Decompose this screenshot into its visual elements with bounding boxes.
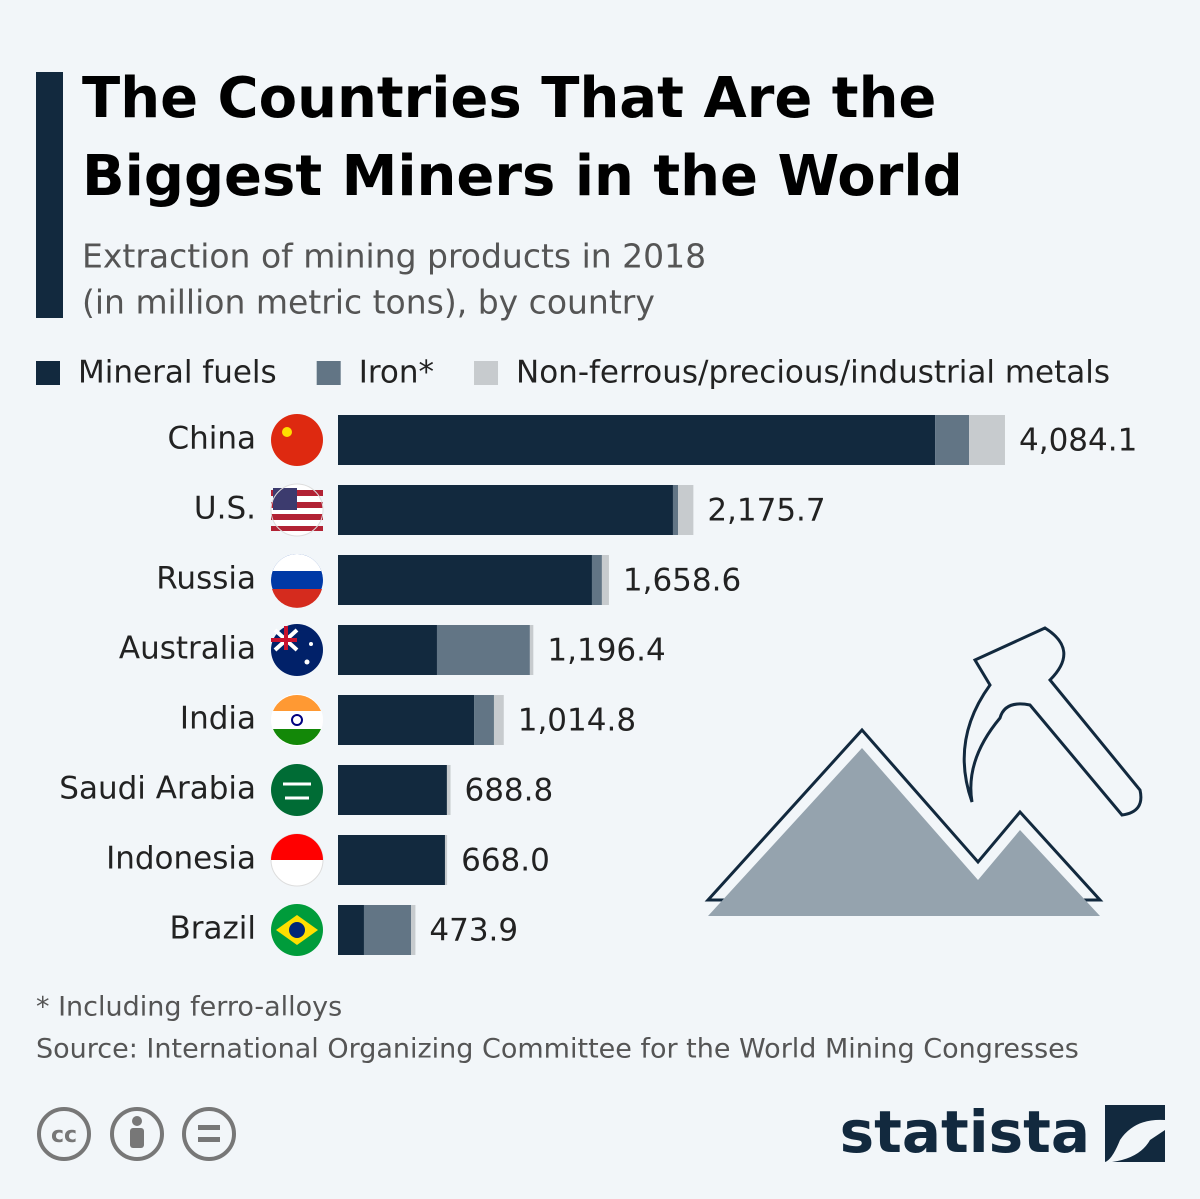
bar-segment [935, 415, 970, 465]
bar-segment [338, 625, 437, 675]
chart-subtitle: Extraction of mining products in 2018 [82, 237, 706, 276]
flag [270, 833, 324, 887]
total-label: 473.9 [429, 913, 518, 949]
flag [271, 694, 323, 746]
bar-segment [969, 415, 1005, 465]
bar-segment [529, 625, 534, 675]
legend-swatch [36, 361, 60, 385]
bar-segment [493, 695, 504, 745]
flag [271, 414, 323, 466]
license-icons: cc [37, 1107, 236, 1161]
total-label: 688.8 [464, 773, 553, 809]
category-label: Australia [119, 631, 256, 667]
bar-segment [591, 555, 602, 605]
source: Source: International Organizing Committ… [36, 1034, 1079, 1065]
title-accent [36, 72, 63, 318]
flag [271, 624, 323, 676]
flag [271, 764, 323, 816]
category-label: U.S. [194, 491, 256, 527]
flags [270, 414, 324, 956]
license-label: cc [51, 1123, 77, 1148]
bar-segment [678, 485, 694, 535]
bar-segment [338, 485, 673, 535]
bar-segment [436, 625, 530, 675]
bar-segment [338, 835, 445, 885]
bar-segment [601, 555, 609, 605]
total-label: 4,084.1 [1019, 423, 1137, 459]
category-label: Russia [156, 561, 256, 597]
footnote: * Including ferro-alloys [36, 992, 342, 1023]
flag [270, 483, 324, 537]
category-label: China [167, 421, 256, 457]
legend-swatch [474, 361, 499, 385]
brand: statista [840, 1098, 1165, 1166]
legend-label: Iron* [359, 355, 434, 391]
chart-title: The Countries That Are the [82, 66, 936, 131]
bar-segment [338, 555, 592, 605]
total-label: 1,014.8 [518, 703, 636, 739]
mining-icon [704, 626, 1143, 916]
chart-subtitle: (in million metric tons), by country [82, 283, 655, 322]
flag [271, 554, 323, 608]
bar-segment [338, 695, 475, 745]
category-label: Indonesia [106, 841, 256, 877]
bar-segment [363, 905, 412, 955]
bar-segment [444, 835, 448, 885]
flag [271, 904, 323, 956]
bar-segment [338, 765, 447, 815]
total-label: 2,175.7 [707, 493, 825, 529]
total-label: 668.0 [461, 843, 550, 879]
chart-title: Biggest Miners in the World [82, 144, 963, 209]
category-label: Brazil [169, 911, 256, 947]
bar-segment [474, 695, 494, 745]
bar-segment [672, 485, 679, 535]
total-label: 1,658.6 [623, 563, 741, 599]
legend-label: Non-ferrous/precious/industrial metals [516, 355, 1110, 391]
bar-segment [338, 905, 364, 955]
brand-name: statista [840, 1098, 1090, 1166]
bar-segment [411, 905, 416, 955]
category-label: India [180, 701, 256, 737]
bar-segment [338, 415, 936, 465]
total-label: 1,196.4 [547, 633, 665, 669]
legend-label: Mineral fuels [78, 355, 277, 391]
category-label: Saudi Arabia [59, 771, 256, 807]
legend-swatch [316, 361, 341, 385]
bar-segment [446, 765, 451, 815]
